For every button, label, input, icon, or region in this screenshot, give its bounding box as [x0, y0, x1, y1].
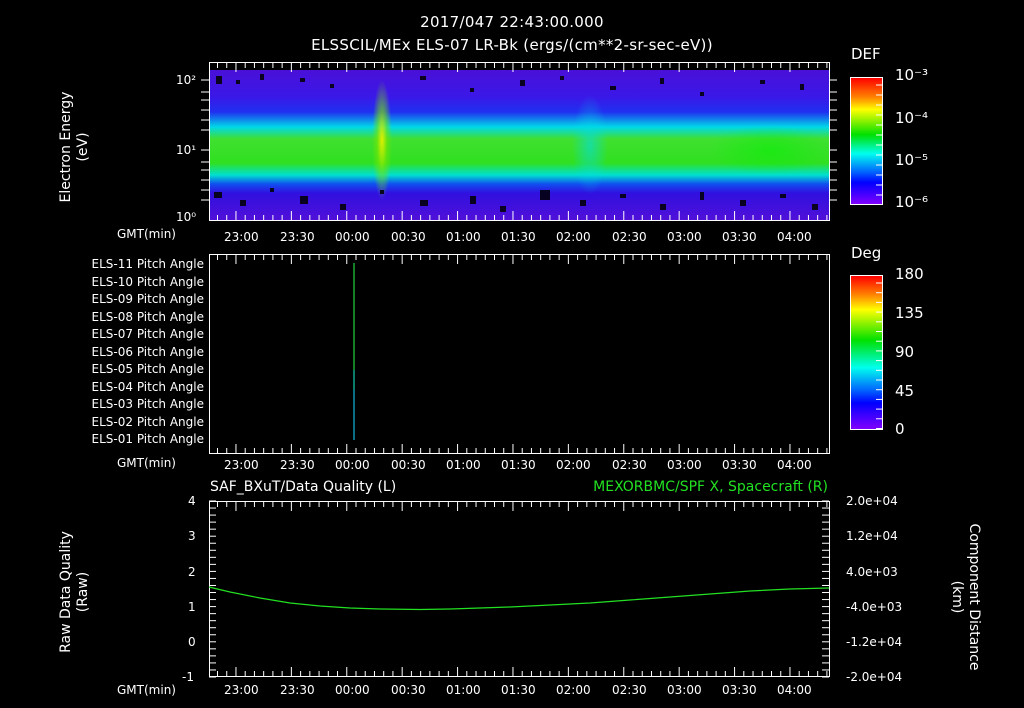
deg-tick-90: 90: [895, 343, 915, 361]
deg-tick-135: 135: [895, 304, 924, 322]
spectrogram-image: [210, 70, 829, 220]
deg-tick-180: 180: [895, 265, 924, 283]
deg-colorbar: [850, 275, 883, 430]
def-colorbar-title: DEF: [851, 45, 881, 63]
plot-subtitle: ELSSCIL/MEx ELS-07 LR-Bk (ergs/(cm**2-sr…: [311, 36, 713, 54]
quality-xlabel: GMT(min): [117, 683, 176, 697]
quality-frame: [209, 501, 830, 677]
quality-left-title: SAF_BXuT/Data Quality (L): [210, 479, 397, 495]
deg-colorbar-title: Deg: [851, 244, 882, 262]
spectrogram-xlabel: GMT(min): [117, 227, 176, 241]
def-colorbar: [850, 77, 883, 205]
quality-right-title: MEXORBMC/SPF X, Spacecraft (R): [593, 479, 828, 495]
spectrogram-frame: [209, 62, 830, 221]
def-tick-1e-4: 10⁻⁴: [895, 109, 929, 127]
def-tick-1e-6: 10⁻⁶: [895, 193, 929, 211]
pitch-angle-xlabel: GMT(min): [117, 456, 176, 470]
ytick-1e1: 10¹: [176, 143, 197, 157]
deg-tick-45: 45: [895, 382, 915, 400]
deg-tick-0: 0: [895, 420, 905, 438]
plot-timestamp: 2017/047 22:43:00.000: [420, 13, 604, 31]
def-tick-1e-3: 10⁻³: [895, 66, 929, 84]
ytick-1e0: 10⁰: [176, 210, 197, 224]
pitch-angle-frame: [209, 254, 830, 454]
ytick-1e2: 10²: [176, 73, 197, 87]
def-tick-1e-5: 10⁻⁵: [895, 151, 929, 169]
